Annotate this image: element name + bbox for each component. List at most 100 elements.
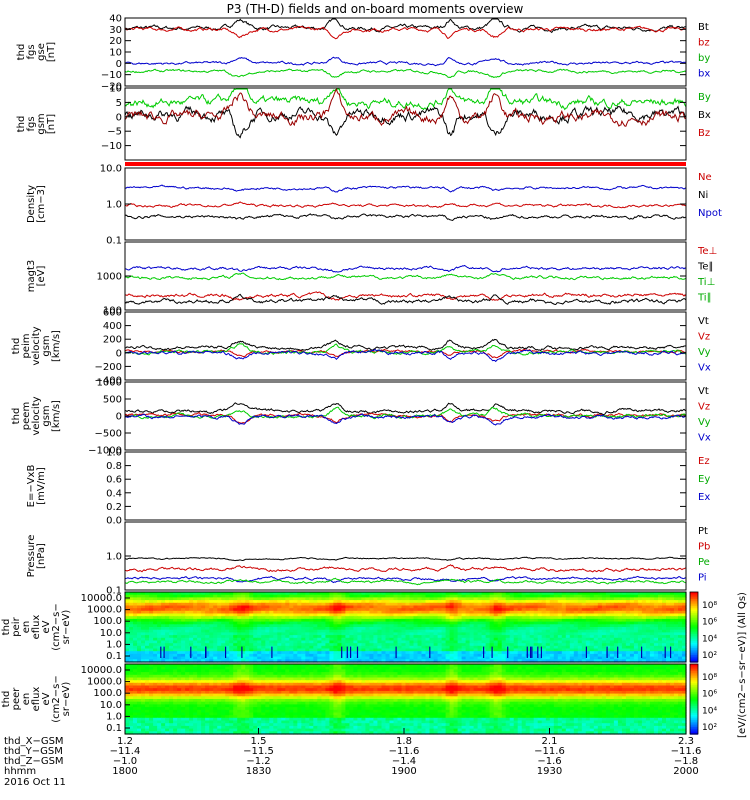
spectrum-cell (165, 653, 170, 658)
spectrum-cell (289, 664, 294, 668)
spectrum-cell (337, 600, 342, 604)
spectrum-cell (313, 632, 318, 636)
spectrum-cell (385, 621, 391, 625)
spectrum-cell (313, 682, 318, 687)
spectrum-cell (269, 618, 274, 623)
spectrum-cell (245, 594, 250, 598)
spectrum-cell (209, 608, 214, 612)
spectrum-cell (145, 600, 150, 604)
spectrum-cell (353, 616, 358, 620)
spectrum-cell (437, 627, 443, 631)
spectrum-cell (513, 653, 519, 658)
spectrum-cell (670, 600, 675, 604)
spectrum-cell (658, 600, 663, 604)
spectrum-cell (261, 605, 266, 609)
spectrum-cell (625, 610, 631, 615)
spectrum-cell (209, 648, 214, 652)
spectrum-cell (541, 672, 547, 676)
spectrum-cell (177, 680, 182, 684)
spectrum-cell (373, 643, 378, 647)
spectrum-cell (449, 616, 455, 620)
spectrum-cell (601, 629, 607, 633)
spectrum-cell (577, 629, 583, 633)
spectrum-cell (581, 629, 587, 633)
spectrum-cell (153, 656, 158, 660)
spectrum-cell (517, 594, 523, 598)
spectrum-cell (181, 653, 186, 658)
spectrum-cell (682, 680, 687, 684)
spectrum-cell (649, 618, 655, 623)
y-tick-label: 1.0 (106, 552, 122, 563)
spectrum-cell (261, 674, 266, 679)
spectrum-cell (437, 602, 443, 607)
spectrum-cell (525, 664, 531, 668)
spectrum-cell (353, 669, 358, 673)
spectrum-cell (678, 666, 683, 670)
spectrum-cell (429, 645, 435, 650)
spectrum-cell (481, 637, 487, 642)
spectrum-cell (353, 653, 358, 658)
spectrum-cell (237, 680, 242, 684)
spectrum-cell (249, 594, 254, 598)
spectrum-cell (666, 602, 671, 607)
spectrum-cell (365, 627, 370, 631)
spectrum-cell (529, 608, 535, 612)
spectrum-cell (385, 613, 391, 617)
spectrum-cell (253, 632, 258, 636)
spectrum-cell (569, 632, 575, 636)
spectrum-cell (513, 682, 519, 687)
spectrum-cell (501, 653, 507, 658)
spectrum-cell (617, 613, 623, 617)
spectrum-cell (533, 677, 539, 681)
spectrum-cell (357, 621, 362, 625)
spectrum-cell (173, 659, 178, 663)
spectrum-cell (385, 643, 391, 647)
spectrum-cell (513, 640, 519, 644)
spectrum-cell (533, 624, 539, 628)
spectrum-cell (597, 674, 603, 679)
spectrum-cell (309, 664, 314, 668)
spectrum-cell (497, 592, 503, 596)
spectrum-cell (637, 637, 643, 642)
spectrum-cell (682, 666, 687, 670)
spectrum-cell (609, 666, 615, 670)
spectrum-cell (261, 664, 266, 668)
spectrum-cell (245, 597, 250, 601)
spectrum-cell (133, 659, 138, 663)
spectrum-cell (173, 605, 178, 609)
spectrum-cell (141, 672, 146, 676)
spectrum-cell (617, 640, 623, 644)
spectrum-cell (409, 672, 415, 676)
y-axis-label: thd peem velocity gsm [km/s] (11, 396, 62, 435)
spectrum-cell (153, 608, 158, 612)
spectrum-cell (585, 597, 591, 601)
spectrum-cell (261, 592, 266, 596)
spectrum-cell (641, 616, 647, 620)
spectrum-cell (165, 592, 170, 596)
spectrum-cell (141, 651, 146, 655)
spectrum-cell (321, 621, 326, 625)
spectrum-cell (389, 656, 395, 660)
spectrum-cell (241, 632, 246, 636)
spectrum-cell (189, 629, 194, 633)
spectrum-cell (293, 635, 298, 639)
y-axis-label-line: thd (16, 44, 27, 61)
spectrum-cell (249, 597, 254, 601)
spectrum-cell (593, 672, 599, 676)
spectrum-cell (465, 629, 471, 633)
spectrum-cell (517, 602, 523, 607)
spectrum-cell (305, 621, 310, 625)
spectrum-cell (289, 669, 294, 673)
spectrum-cell (625, 632, 631, 636)
series-line-pi (124, 577, 687, 586)
spectrum-cell (225, 659, 230, 663)
spectrum-cell (585, 648, 591, 652)
spectrum-cell (425, 682, 431, 687)
spectrum-cell (189, 682, 194, 687)
spectrum-cell (529, 600, 535, 604)
spectrum-cell (389, 613, 395, 617)
spectrum-cell (605, 640, 611, 644)
spectrum-cell (682, 608, 687, 612)
spectrum-cell (261, 616, 266, 620)
spectrum-cell (413, 651, 419, 655)
